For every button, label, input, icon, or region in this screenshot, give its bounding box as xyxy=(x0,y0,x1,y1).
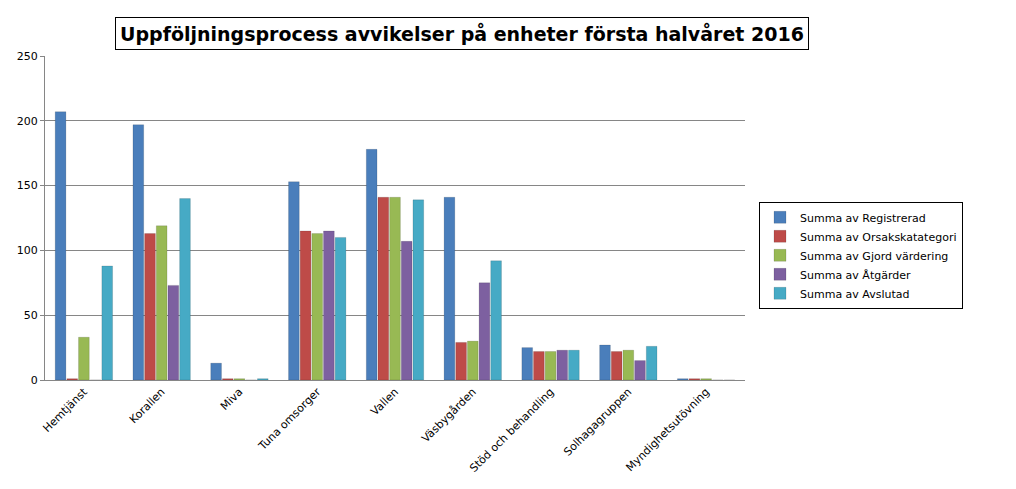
svg-text:Korallen: Korallen xyxy=(127,386,168,427)
svg-text:Miva: Miva xyxy=(218,386,245,413)
svg-text:Solhagagruppen: Solhagagruppen xyxy=(561,386,634,459)
svg-text:Uppföljningsprocess avvikelser: Uppföljningsprocess avvikelser på enhete… xyxy=(120,22,804,45)
svg-text:100: 100 xyxy=(17,244,38,257)
svg-text:Hemtjänst: Hemtjänst xyxy=(40,385,90,435)
svg-text:200: 200 xyxy=(17,115,38,128)
svg-text:Summa av Åtgärder: Summa av Åtgärder xyxy=(800,269,911,282)
svg-text:Väsbygården: Väsbygården xyxy=(419,386,479,446)
svg-text:Tuna omsorger: Tuna omsorger xyxy=(256,385,324,453)
svg-text:0: 0 xyxy=(31,374,38,387)
svg-text:250: 250 xyxy=(17,50,38,63)
svg-text:Summa av Orsakskatategori: Summa av Orsakskatategori xyxy=(800,231,956,244)
svg-text:Vallen: Vallen xyxy=(368,385,401,418)
svg-text:Myndighetsutövning: Myndighetsutövning xyxy=(624,386,713,475)
svg-text:150: 150 xyxy=(17,179,38,192)
svg-text:50: 50 xyxy=(24,309,38,322)
svg-text:Summa av Gjord värdering: Summa av Gjord värdering xyxy=(800,250,948,263)
svg-text:Summa av Registrerad: Summa av Registrerad xyxy=(800,212,926,225)
svg-text:Summa av Avslutad: Summa av Avslutad xyxy=(800,288,910,301)
svg-text:Stöd och behandling: Stöd och behandling xyxy=(467,386,556,475)
